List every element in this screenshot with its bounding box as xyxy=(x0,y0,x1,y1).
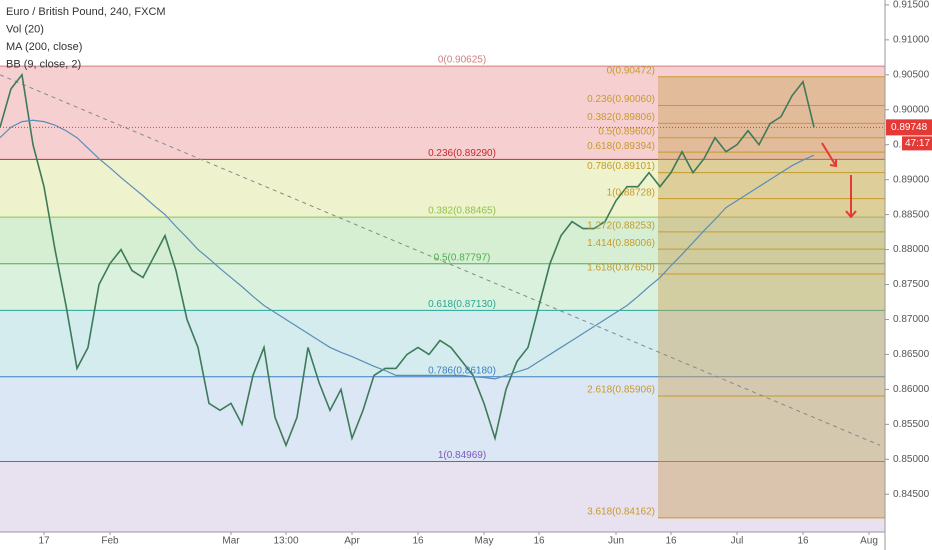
fib-band xyxy=(0,461,885,532)
arrow xyxy=(845,175,857,219)
x-tick-label: Mar xyxy=(222,536,240,547)
legend-text: Vol (20) xyxy=(6,23,44,35)
legend-text: BB (9, close, 2) xyxy=(6,58,81,70)
y-tick-label: 0.91000 xyxy=(893,34,930,45)
x-tick-label: May xyxy=(475,536,494,547)
fib-band xyxy=(0,310,885,377)
fib-region xyxy=(658,76,885,518)
fib-label: 0(0.90625) xyxy=(438,55,486,66)
x-tick-label: Aug xyxy=(860,536,878,547)
legend-text: MA (200, close) xyxy=(6,41,82,53)
y-tick-label: 0.88000 xyxy=(893,244,930,255)
fib-label: 1.272(0.88253) xyxy=(587,221,655,232)
fib-label: 0.236(0.90060) xyxy=(587,94,655,105)
y-tick-label: 0.90000 xyxy=(893,104,930,115)
fib-label: 1.618(0.87650) xyxy=(587,263,655,274)
arrow xyxy=(821,142,837,168)
price-tag xyxy=(886,119,932,136)
y-tick-label: 0.84500 xyxy=(893,489,930,500)
x-tick-label: 16 xyxy=(533,536,545,547)
fib-band xyxy=(0,263,885,311)
y-tick-label: 0.86500 xyxy=(893,349,930,360)
price-tag-label: 0.89748 xyxy=(891,122,928,133)
y-tick-label: 0.87500 xyxy=(893,279,930,290)
fib-label: 0(0.90472) xyxy=(607,65,655,76)
trend-line xyxy=(0,74,881,446)
fib-band xyxy=(0,376,885,462)
y-tick-label: 0.87000 xyxy=(893,314,930,325)
countdown-tag xyxy=(902,136,932,151)
fib-band xyxy=(0,217,885,264)
x-tick-label: Feb xyxy=(101,536,119,547)
y-tick-label: 0.90500 xyxy=(893,69,930,80)
fib-label: 0.618(0.87130) xyxy=(428,299,496,310)
y-tick-label: 0.89000 xyxy=(893,174,930,185)
fib-label: 1.414(0.88006) xyxy=(587,238,655,249)
fib-label: 0.382(0.89806) xyxy=(587,112,655,123)
fib-label: 0.786(0.86180) xyxy=(428,365,496,376)
fib-label: 0.382(0.88465) xyxy=(428,206,496,217)
y-tick-label: 0.85000 xyxy=(893,454,930,465)
x-tick-label: Apr xyxy=(344,536,360,547)
x-tick-label: 16 xyxy=(665,536,677,547)
fib-label: 0.618(0.89394) xyxy=(587,141,655,152)
y-tick-label: 0.85500 xyxy=(893,419,930,430)
series-line xyxy=(0,119,815,380)
fib-label: 0.786(0.89101) xyxy=(587,161,655,172)
fib-band xyxy=(0,159,885,218)
y-tick-label: 0.88500 xyxy=(893,209,930,220)
y-tick-label: 0.86000 xyxy=(893,384,930,395)
fib-label: 3.618(0.84162) xyxy=(587,507,655,518)
x-tick-label: Jul xyxy=(731,536,744,547)
countdown: 47:17 xyxy=(905,138,930,149)
fib-label: 1(0.88728) xyxy=(607,187,655,198)
fib-label: 1(0.84969) xyxy=(438,450,486,461)
x-tick-label: 16 xyxy=(412,536,424,547)
legend-text: Euro / British Pound, 240, FXCM xyxy=(6,6,166,18)
series-line xyxy=(0,72,815,448)
fib-label: 0.236(0.89290) xyxy=(428,148,496,159)
x-tick-label: Jun xyxy=(608,536,624,547)
fib-label: 2.618(0.85906) xyxy=(587,385,655,396)
y-tick-label: 0.91500 xyxy=(893,0,930,11)
x-tick-label: 17 xyxy=(38,536,50,547)
x-tick-label: 16 xyxy=(797,536,809,547)
fib-label: 0.5(0.89600) xyxy=(598,126,655,137)
fib-label: 0.5(0.87797) xyxy=(434,252,491,263)
x-tick-label: 13:00 xyxy=(273,536,298,547)
